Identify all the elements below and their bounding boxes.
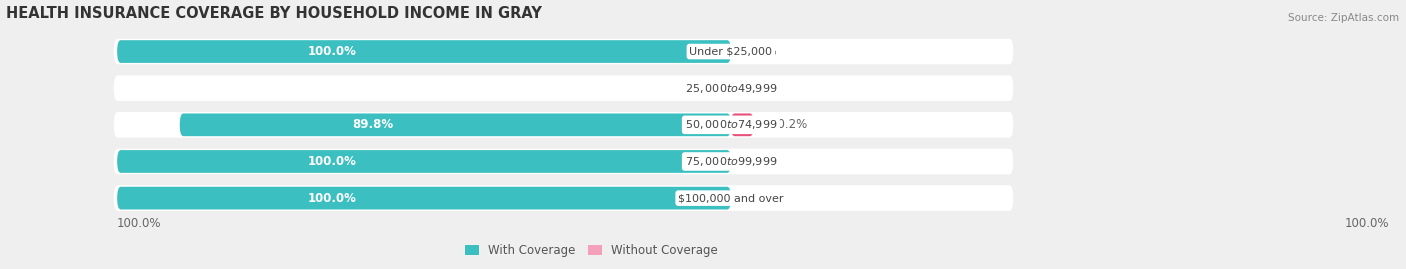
FancyBboxPatch shape <box>117 150 731 173</box>
Text: 10.2%: 10.2% <box>770 118 807 131</box>
Text: $100,000 and over: $100,000 and over <box>678 193 783 203</box>
FancyBboxPatch shape <box>180 114 731 136</box>
Text: 0.0%: 0.0% <box>748 192 778 205</box>
FancyBboxPatch shape <box>114 185 1014 211</box>
Text: 100.0%: 100.0% <box>308 155 356 168</box>
FancyBboxPatch shape <box>731 114 754 136</box>
FancyBboxPatch shape <box>117 40 731 63</box>
Text: 0.0%: 0.0% <box>748 45 778 58</box>
Text: Source: ZipAtlas.com: Source: ZipAtlas.com <box>1288 13 1399 23</box>
FancyBboxPatch shape <box>114 39 1014 64</box>
Text: 0.0%: 0.0% <box>685 82 714 95</box>
Text: $50,000 to $74,999: $50,000 to $74,999 <box>685 118 778 131</box>
Text: 100.0%: 100.0% <box>117 217 162 230</box>
Legend: With Coverage, Without Coverage: With Coverage, Without Coverage <box>460 239 723 261</box>
Text: 0.0%: 0.0% <box>748 155 778 168</box>
Text: 100.0%: 100.0% <box>308 45 356 58</box>
FancyBboxPatch shape <box>114 75 1014 101</box>
FancyBboxPatch shape <box>114 112 1014 138</box>
Text: $75,000 to $99,999: $75,000 to $99,999 <box>685 155 778 168</box>
FancyBboxPatch shape <box>114 149 1014 174</box>
Text: 100.0%: 100.0% <box>308 192 356 205</box>
Text: 0.0%: 0.0% <box>748 82 778 95</box>
Text: Under $25,000: Under $25,000 <box>689 47 772 56</box>
Text: 89.8%: 89.8% <box>352 118 394 131</box>
FancyBboxPatch shape <box>117 187 731 210</box>
Text: HEALTH INSURANCE COVERAGE BY HOUSEHOLD INCOME IN GRAY: HEALTH INSURANCE COVERAGE BY HOUSEHOLD I… <box>6 6 541 20</box>
Text: 100.0%: 100.0% <box>1344 217 1389 230</box>
Text: $25,000 to $49,999: $25,000 to $49,999 <box>685 82 778 95</box>
